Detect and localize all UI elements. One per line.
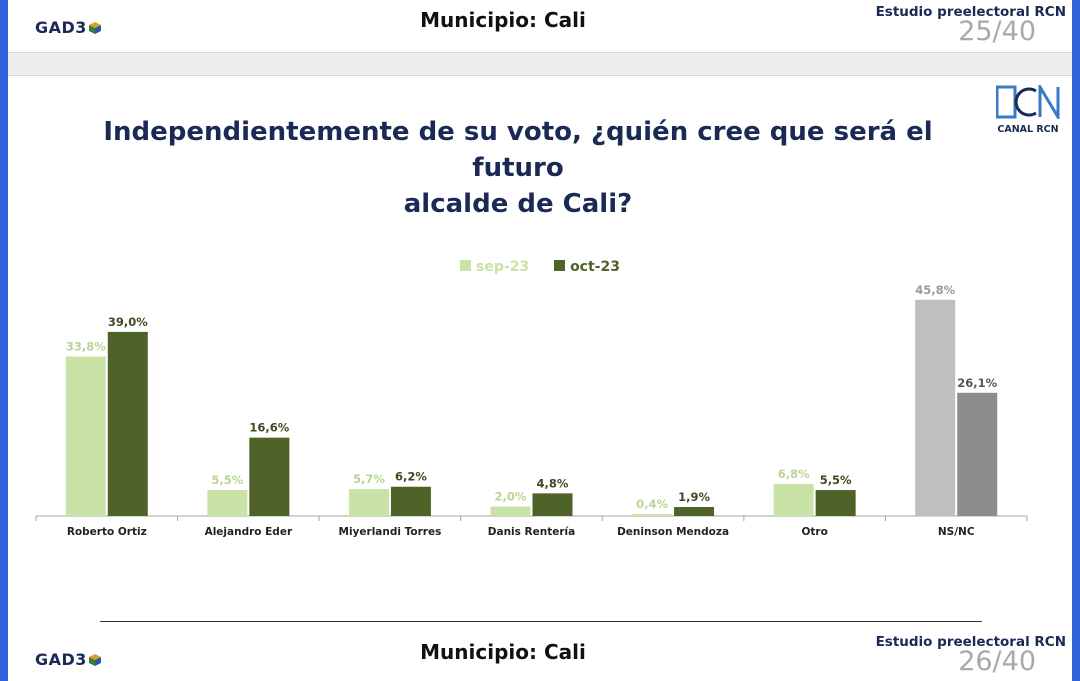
page-number: 25/40 xyxy=(958,16,1036,47)
bar-sep xyxy=(348,489,389,516)
header-band xyxy=(8,52,1072,76)
chart-title-line-2: alcalde de Cali? xyxy=(403,189,633,219)
bar-oct xyxy=(390,486,431,516)
gad3-cube-footer-icon xyxy=(88,654,101,666)
bar-sep xyxy=(490,506,531,516)
bar-sep xyxy=(207,490,248,516)
study-label: Estudio preelectoral RCN xyxy=(875,4,1066,20)
gad3-logo-footer-text: GAD3 xyxy=(35,650,87,669)
chart-title-line-1: Independientemente de su voto, ¿quién cr… xyxy=(103,117,933,183)
rcn-logo-text: CANAL RCN xyxy=(997,124,1059,135)
bar-oct xyxy=(107,331,148,516)
chart-title: Independientemente de su voto, ¿quién cr… xyxy=(58,114,978,222)
data-label-sep: 33,8% xyxy=(66,339,106,353)
bar-oct xyxy=(957,392,998,516)
footer-municipio: Municipio: Cali xyxy=(420,640,586,664)
category-label: Miyerlandi Torres xyxy=(339,526,442,538)
bar-sep xyxy=(773,483,814,516)
data-label-oct: 39,0% xyxy=(108,315,148,329)
footer-page-number: 26/40 xyxy=(958,646,1036,677)
category-label: Danis Rentería xyxy=(488,526,575,538)
legend-label-oct: oct-23 xyxy=(570,259,620,275)
data-label-sep: 5,5% xyxy=(211,473,243,487)
legend-item-oct: oct-23 xyxy=(554,259,620,275)
data-label-sep: 5,7% xyxy=(353,472,385,486)
data-label-oct: 1,9% xyxy=(678,490,710,504)
gad3-logo-text: GAD3 xyxy=(35,18,87,37)
slide: GAD3 Municipio: Cali Estudio preelectora… xyxy=(8,0,1072,681)
bar-sep xyxy=(65,356,106,516)
rcn-logo-mark-icon xyxy=(995,81,1060,123)
data-label-oct: 16,6% xyxy=(249,421,289,435)
footer-study-label: Estudio preelectoral RCN xyxy=(875,634,1066,650)
bar-sep xyxy=(915,299,956,516)
gad3-logo-footer: GAD3 xyxy=(35,650,101,669)
bar-oct xyxy=(815,490,856,516)
chart-legend: sep-23 oct-23 xyxy=(8,259,1072,275)
legend-label-sep: sep-23 xyxy=(476,259,530,275)
category-label: Roberto Ortiz xyxy=(67,526,147,538)
data-label-oct: 4,8% xyxy=(537,476,569,490)
data-label-oct: 26,1% xyxy=(957,376,997,390)
bar-sep xyxy=(632,514,673,516)
bar-chart: 33,8%39,0% Roberto Ortiz 5,5% 16,6% Alejandr… xyxy=(35,283,1028,538)
legend-item-sep: sep-23 xyxy=(460,259,534,275)
category-label: Otro xyxy=(801,526,827,538)
legend-swatch-oct xyxy=(554,260,566,271)
data-label-oct: 5,5% xyxy=(820,473,852,487)
data-label-sep: 2,0% xyxy=(495,490,527,504)
data-label-sep: 0,4% xyxy=(636,497,668,511)
bar-oct xyxy=(532,493,573,516)
bar-oct xyxy=(674,507,715,516)
gad3-logo: GAD3 xyxy=(35,18,101,37)
data-label-sep: 45,8% xyxy=(915,283,955,297)
data-label-sep: 6,8% xyxy=(778,467,810,481)
category-label: Deninson Mendoza xyxy=(617,526,729,538)
category-label: Alejandro Eder xyxy=(205,526,293,538)
legend-swatch-sep xyxy=(460,260,472,271)
footer-divider xyxy=(100,621,982,622)
gad3-cube-icon xyxy=(88,22,101,34)
category-label: NS/NC xyxy=(938,526,975,538)
bar-oct xyxy=(249,437,290,516)
data-label-oct: 6,2% xyxy=(395,470,427,484)
rcn-logo: CANAL RCN xyxy=(990,81,1066,135)
page-title-municipio: Municipio: Cali xyxy=(420,8,586,32)
